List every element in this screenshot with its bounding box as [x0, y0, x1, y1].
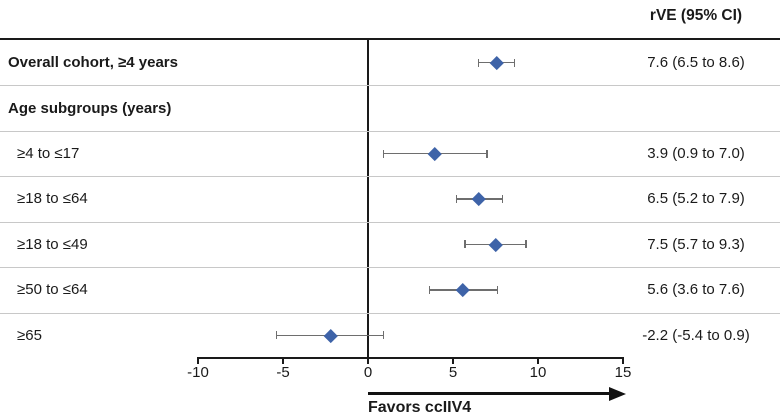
axis-tick-label: -5	[276, 364, 290, 381]
rve-column-header: rVE (95% CI)	[649, 7, 743, 24]
ci-cap-left	[455, 194, 458, 203]
ci-cap-left	[428, 285, 430, 294]
estimate-marker	[427, 146, 442, 161]
ci-cap-right	[513, 58, 515, 67]
zero-reference-line	[367, 40, 369, 358]
rve-value: 7.6 (6.5 to 8.6)	[647, 54, 745, 72]
table-row: Overall cohort, ≥4 years 7.6 (6.5 to 8.6)	[0, 40, 780, 87]
table-row: ≥50 to ≤64 5.6 (3.6 to 7.6)	[0, 267, 780, 314]
row-label: ≥18 to ≤49	[17, 235, 88, 253]
axis-tick-label: 5	[448, 364, 458, 381]
row-label: Overall cohort, ≥4 years	[8, 54, 178, 72]
ci-cap-right	[486, 149, 488, 158]
table-top-border	[0, 37, 780, 40]
rve-value: 5.6 (3.6 to 7.6)	[647, 281, 745, 299]
estimate-marker	[456, 283, 470, 297]
ci-cap-left	[477, 58, 480, 67]
table-row: ≥18 to ≤49 7.5 (5.7 to 9.3)	[0, 222, 780, 269]
rve-value: 3.9 (0.9 to 7.0)	[647, 145, 745, 163]
ci-cap-right	[501, 194, 503, 203]
row-label: ≥4 to ≤17	[17, 145, 80, 163]
ci-cap-right	[382, 331, 384, 340]
x-axis-line	[198, 357, 624, 359]
table-row: ≥4 to ≤17 3.9 (0.9 to 7.0)	[0, 131, 780, 178]
axis-tick	[282, 357, 284, 364]
ci-cap-right	[496, 285, 498, 294]
favors-arrow	[368, 392, 611, 395]
axis-tick-label: 0	[363, 364, 373, 381]
axis-tick-label: 10	[529, 364, 547, 381]
table-row: ≥18 to ≤64 6.5 (5.2 to 7.9)	[0, 176, 780, 223]
rve-value: -2.2 (-5.4 to 0.9)	[642, 326, 750, 344]
row-label: ≥18 to ≤64	[17, 190, 88, 208]
row-label: Age subgroups (years)	[8, 99, 172, 117]
rve-value	[612, 85, 780, 130]
ci-cap-left	[275, 331, 277, 340]
axis-tick	[622, 357, 624, 364]
axis-tick	[537, 357, 539, 364]
axis-tick	[367, 357, 369, 364]
estimate-marker	[471, 192, 486, 206]
axis-tick-label: 15	[614, 364, 632, 381]
rve-value: 7.5 (5.7 to 9.3)	[647, 235, 745, 253]
axis-tick	[197, 357, 199, 364]
table-row: Age subgroups (years)	[0, 85, 780, 132]
axis-tick-label: -10	[187, 364, 209, 381]
axis-tick	[452, 357, 454, 364]
ci-cap-right	[525, 240, 527, 249]
row-label: ≥65	[17, 326, 42, 344]
rve-value: 6.5 (5.2 to 7.9)	[647, 190, 745, 208]
ci-cap-left	[382, 149, 384, 158]
estimate-marker	[490, 55, 504, 70]
estimate-marker	[323, 328, 338, 342]
estimate-marker	[488, 237, 503, 252]
row-label: ≥50 to ≤64	[17, 281, 88, 299]
favors-label: Favors ccIIV4	[368, 399, 472, 416]
ci-cap-left	[464, 240, 466, 249]
table-row: ≥65 -2.2 (-5.4 to 0.9)	[0, 313, 780, 358]
favors-arrowhead	[609, 386, 626, 401]
